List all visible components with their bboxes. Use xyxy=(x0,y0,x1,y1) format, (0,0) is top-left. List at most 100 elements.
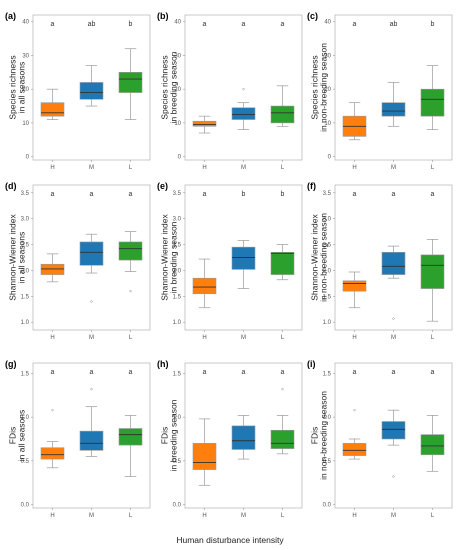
outlier-point xyxy=(392,475,395,478)
significance-letter: b xyxy=(431,21,435,28)
box-body xyxy=(40,447,65,460)
outlier-point xyxy=(392,317,395,320)
x-tick-label: M xyxy=(89,335,94,341)
box-L: aL xyxy=(118,191,143,341)
panel-f: (f) 1.0 1.5 2.0 2.5 3.0 3.5 Shannon-Wiener inde… xyxy=(307,181,453,341)
y-axis-label-line: in all seasons xyxy=(17,410,27,462)
box-body xyxy=(342,280,367,292)
x-tick-label: M xyxy=(391,335,396,341)
significance-letter: a xyxy=(51,369,55,376)
y-axis-label-line: Shannon-Wiener index xyxy=(7,214,17,301)
x-tick-label: H xyxy=(202,513,206,519)
significance-letter: a xyxy=(90,191,94,198)
box-body xyxy=(420,434,445,456)
y-tick-label: 0.5 xyxy=(323,459,332,465)
box-body xyxy=(420,88,445,117)
significance-letter: ab xyxy=(390,21,398,28)
panel-i: (i) 0.0 0.5 1.0 1.5 FDisin non-breeding seaso… xyxy=(307,359,453,519)
x-tick-label: H xyxy=(202,165,206,171)
panel-d: (d) 1.0 1.5 2.0 2.5 3.0 3.5 Shannon-Wiener inde… xyxy=(5,181,151,341)
box-body xyxy=(270,252,295,275)
box-L: aL xyxy=(270,21,295,171)
y-tick-label: 1.5 xyxy=(173,294,182,300)
box-body xyxy=(79,82,104,100)
y-axis-label: Shannon-Wiener indexin non-breeding seas… xyxy=(309,213,328,302)
x-axis-title: Human disturbance intensity xyxy=(176,535,284,545)
significance-letter: a xyxy=(392,369,396,376)
box-body xyxy=(231,246,256,270)
x-tick-label: M xyxy=(89,513,94,519)
panel-label: (e) xyxy=(157,181,168,191)
y-tick-label: 1.5 xyxy=(323,371,332,377)
box-body xyxy=(270,105,295,124)
box-M: aM xyxy=(381,369,406,519)
y-tick-label: 2.5 xyxy=(323,243,332,249)
panel-label: (c) xyxy=(307,11,318,21)
y-axis-label: FDisin breeding season xyxy=(159,399,178,471)
y-axis-label: Species richnessin breeding season xyxy=(159,51,178,123)
x-tick-label: H xyxy=(50,165,54,171)
y-tick-label: 40 xyxy=(174,20,181,26)
significance-letter: a xyxy=(51,191,55,198)
significance-letter: a xyxy=(353,369,357,376)
x-tick-label: M xyxy=(391,513,396,519)
panel-label: (h) xyxy=(157,359,169,369)
y-axis-label-line: in non-breeding season xyxy=(319,213,329,302)
y-tick-label: 30 xyxy=(174,53,181,59)
box-H: aH xyxy=(342,21,367,171)
panel-label: (g) xyxy=(5,359,17,369)
y-axis-label-line: FDis xyxy=(159,427,169,444)
significance-letter: b xyxy=(281,191,285,198)
y-tick-label: 3.0 xyxy=(21,217,30,223)
y-axis-label-line: in non-breeding season xyxy=(319,43,329,132)
significance-letter: a xyxy=(431,191,435,198)
significance-letter: a xyxy=(129,191,133,198)
panel-label: (f) xyxy=(307,181,316,191)
box-L: aL xyxy=(118,369,143,519)
box-H: aH xyxy=(40,21,65,171)
box-body xyxy=(192,120,217,127)
y-tick-label: 0.5 xyxy=(21,459,30,465)
significance-letter: b xyxy=(129,21,133,28)
y-tick-label: 20 xyxy=(324,87,331,93)
y-tick-label: 2.0 xyxy=(323,268,332,274)
y-axis-label-line: Shannon-Wiener index xyxy=(159,214,169,301)
y-tick-label: 3.0 xyxy=(323,217,332,223)
box-L: bL xyxy=(420,21,445,171)
box-M: aM xyxy=(79,191,104,341)
y-axis-label: Species richnessin non-breeding season xyxy=(309,43,328,132)
x-tick-label: H xyxy=(202,335,206,341)
outlier-point xyxy=(242,88,245,91)
box-M: ab M xyxy=(381,21,406,171)
y-tick-label: 0.0 xyxy=(21,503,30,509)
y-tick-label: 1.5 xyxy=(21,294,30,300)
box-body xyxy=(381,102,406,117)
panel-b: (b) 0 10 20 30 40 Species richnessin breeding … xyxy=(157,11,303,171)
significance-letter: a xyxy=(203,369,207,376)
box-body xyxy=(381,421,406,440)
y-tick-label: 2.5 xyxy=(21,243,30,249)
y-tick-label: 1.0 xyxy=(323,415,332,421)
box-M: aM xyxy=(231,369,256,519)
significance-letter: ab xyxy=(88,21,96,28)
box-body xyxy=(40,102,65,117)
y-axis-label-line: in all seasons xyxy=(17,62,27,114)
y-tick-label: 1.0 xyxy=(173,415,182,421)
y-tick-label: 2.5 xyxy=(173,243,182,249)
box-H: aH xyxy=(40,191,65,341)
x-tick-label: H xyxy=(352,335,356,341)
x-tick-label: L xyxy=(129,513,133,519)
outlier-point xyxy=(281,388,284,391)
significance-letter: a xyxy=(129,369,133,376)
x-tick-label: M xyxy=(89,165,94,171)
x-tick-label: M xyxy=(241,165,246,171)
y-tick-label: 10 xyxy=(22,121,29,127)
outlier-point xyxy=(90,300,93,303)
y-tick-label: 1.5 xyxy=(21,371,30,377)
x-tick-label: L xyxy=(281,165,285,171)
panel-label: (a) xyxy=(5,11,16,21)
x-tick-label: M xyxy=(241,513,246,519)
significance-letter: a xyxy=(281,369,285,376)
x-tick-label: L xyxy=(281,335,285,341)
